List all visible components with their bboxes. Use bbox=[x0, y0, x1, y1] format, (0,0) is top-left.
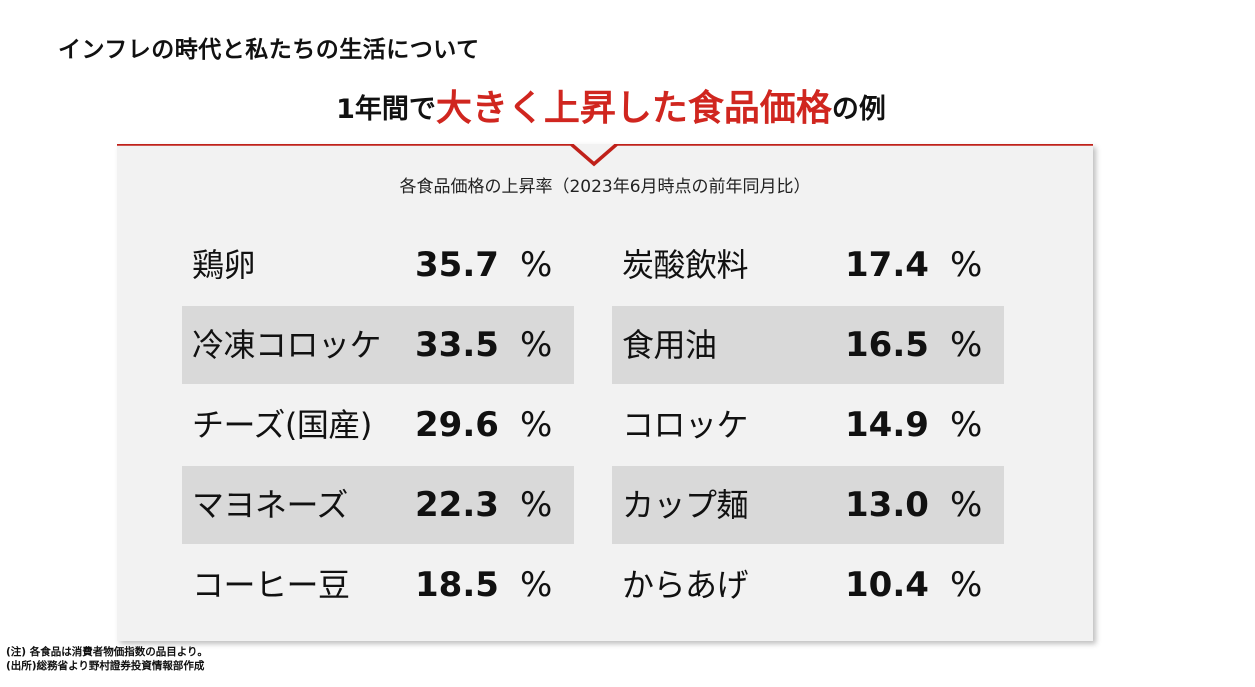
item-rate: 22.3 bbox=[415, 485, 499, 525]
item-rate: 35.7 bbox=[415, 245, 499, 285]
item-unit: % bbox=[520, 485, 553, 525]
headline: 1年間で大きく上昇した食品価格の例 bbox=[0, 84, 1222, 135]
item-unit: % bbox=[950, 485, 983, 525]
item-row: マヨネーズ 22.3 % bbox=[182, 466, 574, 544]
item-unit: % bbox=[950, 565, 983, 605]
item-name: 食用油 bbox=[622, 326, 717, 364]
item-unit: % bbox=[950, 325, 983, 365]
item-name: マヨネーズ bbox=[192, 486, 348, 524]
item-unit: % bbox=[520, 405, 553, 445]
item-name: からあげ bbox=[622, 566, 749, 604]
item-rate: 18.5 bbox=[415, 565, 499, 605]
item-row: 炭酸飲料 17.4 % bbox=[612, 226, 1004, 304]
item-name: カップ麺 bbox=[622, 486, 749, 524]
footnotes: (注) 各食品は消費者物価指数の品目より。 (出所)総務省より野村證券投資情報部… bbox=[6, 645, 208, 673]
item-rate: 17.4 bbox=[845, 245, 929, 285]
items-column-right: 炭酸飲料 17.4 % 食用油 16.5 % コロッケ 14.9 % カップ麺 … bbox=[612, 226, 1004, 626]
item-row: カップ麺 13.0 % bbox=[612, 466, 1004, 544]
item-rate: 13.0 bbox=[845, 485, 929, 525]
item-row: コーヒー豆 18.5 % bbox=[182, 546, 574, 624]
item-rate: 10.4 bbox=[845, 565, 929, 605]
panel-subtitle: 各食品価格の上昇率（2023年6月時点の前年同月比） bbox=[399, 177, 811, 197]
item-name: コーヒー豆 bbox=[192, 566, 350, 604]
item-name: 鶏卵 bbox=[192, 246, 256, 284]
item-rate: 29.6 bbox=[415, 405, 499, 445]
item-unit: % bbox=[950, 405, 983, 445]
item-name: 炭酸飲料 bbox=[622, 246, 749, 284]
item-row: 冷凍コロッケ 33.5 % bbox=[182, 306, 574, 384]
item-unit: % bbox=[520, 565, 553, 605]
item-row: 食用油 16.5 % bbox=[612, 306, 1004, 384]
item-row: コロッケ 14.9 % bbox=[612, 386, 1004, 464]
item-row: 鶏卵 35.7 % bbox=[182, 226, 574, 304]
item-row: からあげ 10.4 % bbox=[612, 546, 1004, 624]
headline-suffix: の例 bbox=[831, 94, 886, 125]
item-rate: 16.5 bbox=[845, 325, 929, 365]
item-unit: % bbox=[520, 245, 553, 285]
price-increase-panel: 各食品価格の上昇率（2023年6月時点の前年同月比） 鶏卵 35.7 % 冷凍コ… bbox=[117, 144, 1093, 641]
headline-pointer-rule bbox=[117, 144, 1093, 167]
item-unit: % bbox=[520, 325, 553, 365]
item-rate: 33.5 bbox=[415, 325, 499, 365]
footnote-note: (注) 各食品は消費者物価指数の品目より。 bbox=[6, 646, 208, 658]
items-column-left: 鶏卵 35.7 % 冷凍コロッケ 33.5 % チーズ(国産) 29.6 % マ… bbox=[182, 226, 574, 626]
item-name: チーズ(国産) bbox=[192, 406, 372, 444]
footnote-source: (出所)総務省より野村證券投資情報部作成 bbox=[6, 660, 205, 672]
item-name: 冷凍コロッケ bbox=[192, 326, 382, 364]
item-unit: % bbox=[950, 245, 983, 285]
headline-emphasis: 大きく上昇した食品価格 bbox=[435, 88, 832, 129]
item-rate: 14.9 bbox=[845, 405, 929, 445]
page-title: インフレの時代と私たちの生活について bbox=[58, 37, 480, 63]
item-row: チーズ(国産) 29.6 % bbox=[182, 386, 574, 464]
item-name: コロッケ bbox=[622, 406, 749, 444]
headline-prefix: 1年間で bbox=[336, 94, 436, 125]
